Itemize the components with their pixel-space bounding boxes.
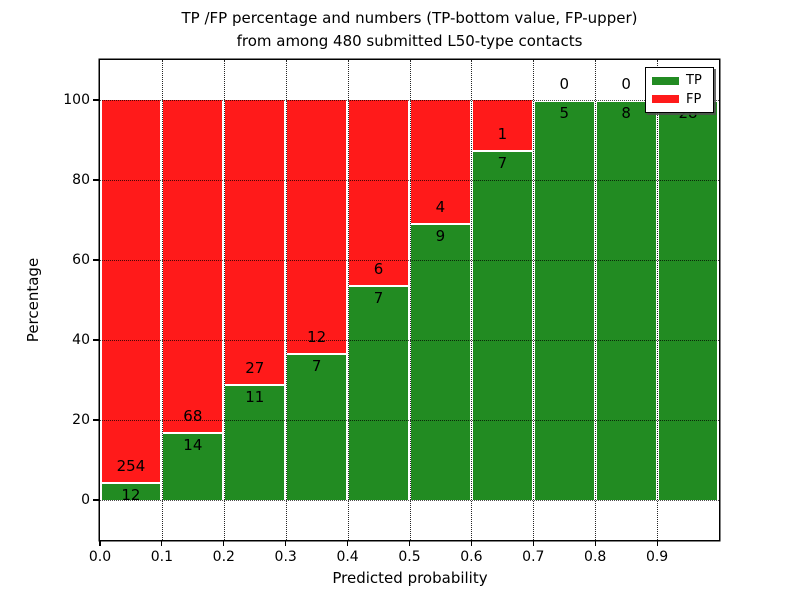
vertical-gridline (223, 60, 225, 540)
bar-segment-tp (411, 223, 470, 500)
bar-segment-tp (349, 284, 408, 500)
tp-count-label: 7 (373, 288, 384, 307)
y-axis-label: Percentage (24, 257, 42, 343)
x-tick-label: 0.7 (522, 549, 545, 565)
y-tick-mark (93, 419, 100, 421)
bar-segment-fp (287, 100, 347, 353)
x-tick-label: 0.2 (212, 549, 235, 565)
fp-count-label: 68 (183, 406, 203, 425)
bar-segment-tp (163, 431, 223, 500)
bar-segment-fp (163, 100, 223, 432)
horizontal-gridline (100, 499, 719, 501)
x-tick-mark (161, 540, 163, 546)
legend-label-tp: TP (686, 73, 702, 89)
fp-count-label: 6 (373, 259, 384, 278)
x-tick-mark (594, 540, 596, 546)
y-tick-label: 60 (72, 252, 90, 268)
fp-count-label: 254 (116, 456, 146, 475)
horizontal-gridline (100, 259, 719, 261)
chart-title-line1: TP /FP percentage and numbers (TP-bottom… (181, 9, 638, 27)
legend-swatch-tp-icon (652, 76, 679, 85)
legend-entry-fp: FP (652, 92, 707, 107)
fp-count-label: 27 (245, 359, 265, 378)
bar-segment-fp (101, 100, 161, 482)
x-tick-label: 0.6 (460, 549, 483, 565)
y-tick-mark (93, 259, 100, 261)
bar-segment-tp (596, 100, 656, 500)
bar-segment-tp (225, 384, 285, 500)
tp-count-label: 11 (245, 388, 265, 407)
y-tick-label: 40 (72, 332, 90, 348)
tp-count-label: 7 (311, 356, 322, 375)
bar-segment-fp (225, 100, 285, 385)
x-tick-label: 0.0 (88, 549, 112, 565)
y-tick-label: 0 (81, 492, 90, 508)
bar-segment-tp (658, 100, 718, 500)
x-tick-label: 0.1 (150, 549, 174, 565)
x-tick-label: 0.9 (645, 549, 669, 565)
fp-count-label: 0 (559, 75, 570, 93)
tp-count-label: 7 (497, 154, 508, 172)
y-tick-mark (93, 339, 100, 341)
plot-area: TP FP 25412681427111276749170508028 (100, 60, 719, 540)
fp-count-label: 0 (621, 75, 631, 93)
horizontal-gridline (100, 99, 719, 101)
vertical-gridline (533, 60, 535, 540)
x-tick-label: 0.8 (584, 549, 607, 565)
y-tick-mark (93, 499, 100, 501)
horizontal-gridline (100, 419, 719, 421)
vertical-gridline (471, 60, 473, 540)
bar-segment-tp (472, 150, 532, 500)
tp-count-label: 12 (121, 485, 141, 504)
fp-count-label: 4 (435, 198, 446, 217)
horizontal-gridline (100, 339, 719, 341)
bar-segment-tp (534, 100, 594, 500)
legend-label-fp: FP (686, 91, 702, 107)
x-tick-mark (285, 540, 287, 546)
tp-count-label: 8 (621, 104, 631, 122)
bar-segment-fp (472, 100, 532, 150)
chart-title: TP /FP percentage and numbers (TP-bottom… (100, 7, 719, 53)
chart-title-line2: from among 480 submitted L50-type contac… (236, 32, 583, 50)
tp-count-label: 5 (559, 104, 570, 122)
y-tick-label: 20 (72, 412, 90, 428)
legend: TP FP (645, 67, 714, 113)
y-tick-mark (93, 99, 100, 101)
legend-swatch-fp-icon (652, 95, 679, 104)
bar-segment-tp (287, 352, 347, 500)
x-tick-mark (223, 540, 225, 546)
x-tick-mark (347, 540, 349, 546)
x-tick-label: 0.4 (336, 549, 359, 565)
vertical-gridline (595, 60, 597, 540)
x-tick-label: 0.3 (274, 549, 297, 565)
legend-entry-tp: TP (652, 73, 707, 88)
vertical-gridline (161, 60, 163, 540)
x-tick-label: 0.5 (398, 549, 421, 565)
vertical-gridline (657, 60, 659, 540)
x-axis-label: Predicted probability (332, 569, 488, 587)
bar-segment-fp (411, 100, 470, 224)
vertical-gridline (285, 60, 287, 540)
x-tick-mark (99, 540, 101, 546)
y-tick-label: 100 (63, 92, 90, 108)
vertical-gridline (347, 60, 349, 540)
tp-count-label: 9 (435, 227, 446, 246)
fp-count-label: 1 (497, 125, 508, 143)
tp-count-label: 14 (183, 435, 203, 454)
bar-segment-tp (101, 481, 161, 500)
fp-count-label: 12 (307, 327, 327, 346)
vertical-gridline (409, 60, 411, 540)
y-tick-label: 80 (72, 172, 90, 188)
x-tick-mark (532, 540, 534, 546)
x-tick-mark (408, 540, 411, 546)
horizontal-gridline (100, 179, 719, 181)
x-tick-mark (656, 540, 658, 546)
y-tick-mark (93, 179, 100, 181)
bar-segment-fp (349, 100, 408, 285)
x-tick-mark (470, 540, 472, 546)
